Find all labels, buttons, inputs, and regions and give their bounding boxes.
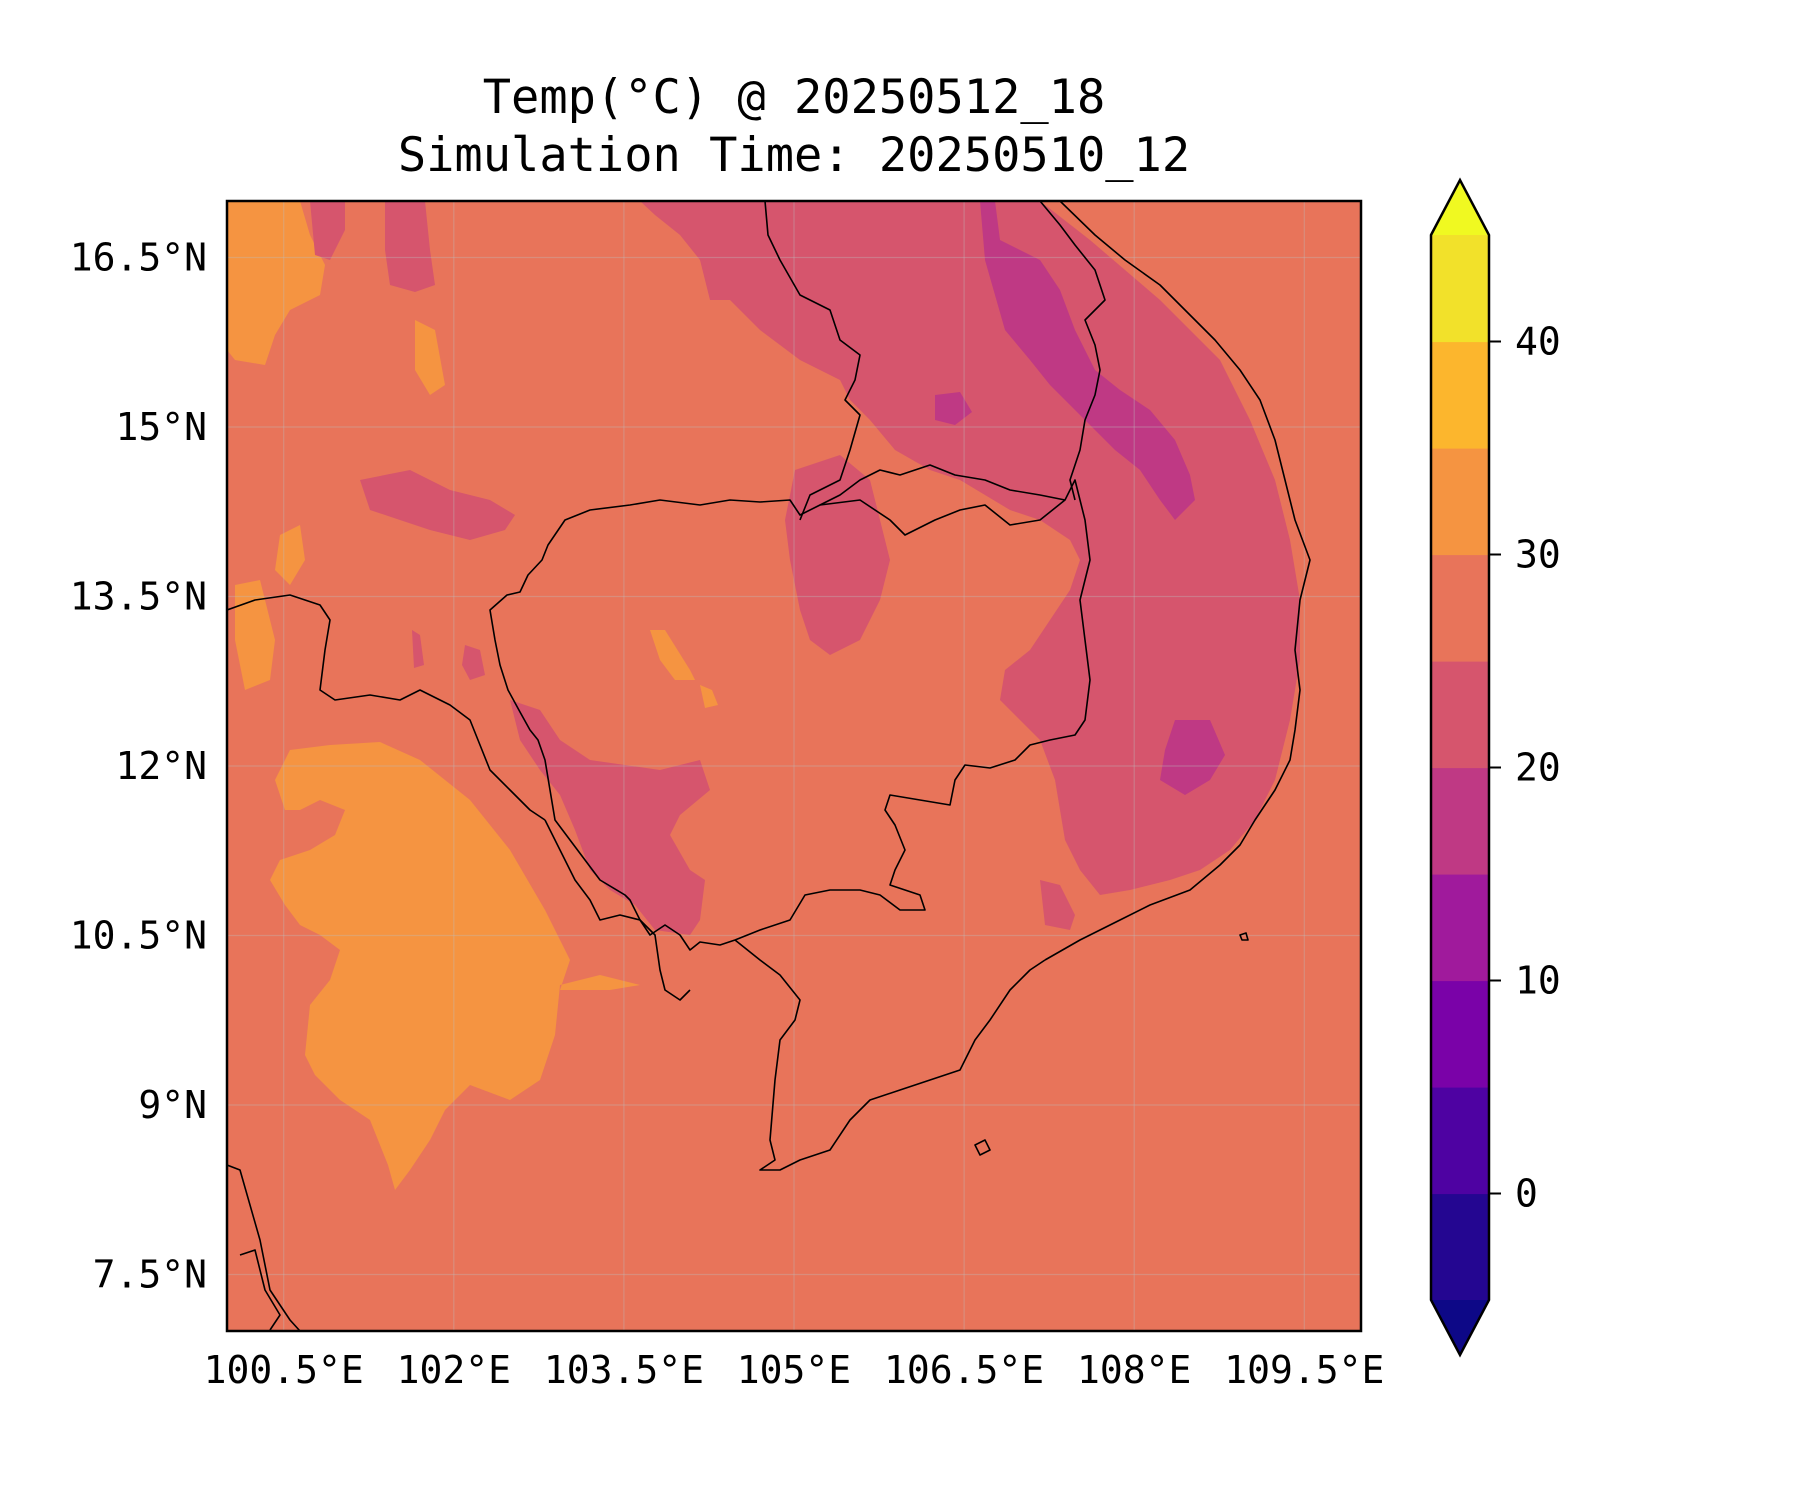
colorbar-tick-label: 10 — [1515, 959, 1561, 1003]
x-tick-label: 103.5°E — [544, 1348, 704, 1392]
cool-region-north-1 — [310, 201, 345, 260]
warm-region-west-small-2 — [235, 580, 275, 690]
cool-region-west-spot — [462, 645, 485, 680]
colorbar-segment — [1431, 1193, 1489, 1301]
coastline-vietnam-islands — [974, 932, 1249, 1156]
coastline-mekong-delta — [734, 939, 1046, 1171]
cool-region-west-spot-2 — [412, 630, 424, 668]
y-tick-label: 15°N — [115, 405, 207, 449]
coastline-west-small — [239, 1249, 281, 1331]
x-tick-label: 108°E — [1077, 1348, 1191, 1392]
cool-region-north-2 — [385, 201, 435, 292]
x-tick-label: 100.5°E — [204, 1348, 364, 1392]
border-laos-vietnam — [1039, 201, 1106, 501]
x-tick-label: 106.5°E — [884, 1348, 1044, 1392]
temperature-region-warm — [227, 201, 718, 1190]
y-tick-label: 10.5°N — [70, 914, 207, 958]
coastline-thailand-gulf-west — [227, 1164, 301, 1331]
cold-region-plateau-south — [1160, 720, 1225, 795]
y-axis-ticks: 7.5°N 9°N 10.5°N 12°N 13.5°N 15°N 16.5°N — [70, 236, 207, 1297]
cool-region-south-east — [1040, 880, 1075, 930]
warm-region-west-small-3 — [415, 320, 445, 395]
y-tick-label: 13.5°N — [70, 575, 207, 619]
border-laos-cambodia-north — [819, 464, 1066, 506]
x-tick-label: 102°E — [397, 1348, 511, 1392]
warm-region-northwest — [227, 201, 325, 365]
colorbar-tick-label: 0 — [1515, 1172, 1538, 1216]
cool-region-coastal-west — [510, 700, 710, 935]
cold-region-annamite-north — [980, 201, 1195, 520]
colorbar-segment — [1431, 661, 1489, 769]
colorbar-segment — [1431, 341, 1489, 449]
coastline-vietnam-south — [1044, 201, 1311, 961]
colorbar-segment — [1431, 767, 1489, 875]
map-plot-area — [227, 201, 1361, 1331]
cool-region-highlands-east — [640, 201, 1300, 895]
country-borders — [227, 201, 1311, 1331]
colorbar-segment — [1431, 1087, 1489, 1195]
border-cambodia — [489, 479, 1091, 951]
colorbar-segment — [1431, 235, 1489, 343]
cold-region-small — [935, 392, 972, 425]
x-tick-label: 109.5°E — [1224, 1348, 1384, 1392]
y-tick-label: 7.5°N — [93, 1253, 207, 1297]
colorbar-under-triangle — [1431, 1300, 1489, 1355]
x-tick-label: 105°E — [737, 1348, 851, 1392]
colorbar-segment — [1431, 980, 1489, 1088]
temperature-region-cool — [310, 201, 1300, 935]
colorbar-segment — [1431, 448, 1489, 556]
temperature-region-coldest — [935, 201, 1225, 795]
colorbar-over-triangle — [1431, 180, 1489, 235]
coastline-thailand-gulf-east — [544, 819, 691, 1001]
colorbar-outline — [1429, 177, 1491, 1358]
warm-region-inland-streak — [650, 630, 695, 680]
y-tick-label: 9°N — [138, 1083, 207, 1127]
map-title-line1: Temp(°C) @ 20250512_18 — [482, 70, 1106, 125]
colorbar-tick-label: 30 — [1515, 533, 1561, 577]
colorbar-tick-label: 40 — [1515, 320, 1561, 364]
x-axis-ticks: 100.5°E 102°E 103.5°E 105°E 106.5°E 108°E 109.… — [204, 1348, 1385, 1392]
border-thailand-myanmar — [227, 594, 546, 821]
y-tick-label: 12°N — [115, 744, 207, 788]
warm-region-gulf-of-thailand — [270, 742, 640, 1190]
border-thailand-laos — [764, 201, 861, 521]
colorbar-segment — [1431, 874, 1489, 982]
y-tick-label: 16.5°N — [70, 236, 207, 280]
cool-region-lower-mekong — [785, 455, 890, 655]
warm-region-inland-streak-2 — [700, 685, 718, 708]
cool-region-central-northwest — [360, 470, 515, 540]
colorbar: 0 10 20 30 40 — [1429, 177, 1561, 1358]
warm-region-west-small-1 — [275, 525, 305, 585]
map-frame — [225, 199, 1363, 1333]
colorbar-tick-label: 20 — [1515, 746, 1561, 790]
map-title-line2: Simulation Time: 20250510_12 — [397, 128, 1191, 183]
map-gridlines — [227, 201, 1361, 1331]
colorbar-segment — [1431, 554, 1489, 662]
